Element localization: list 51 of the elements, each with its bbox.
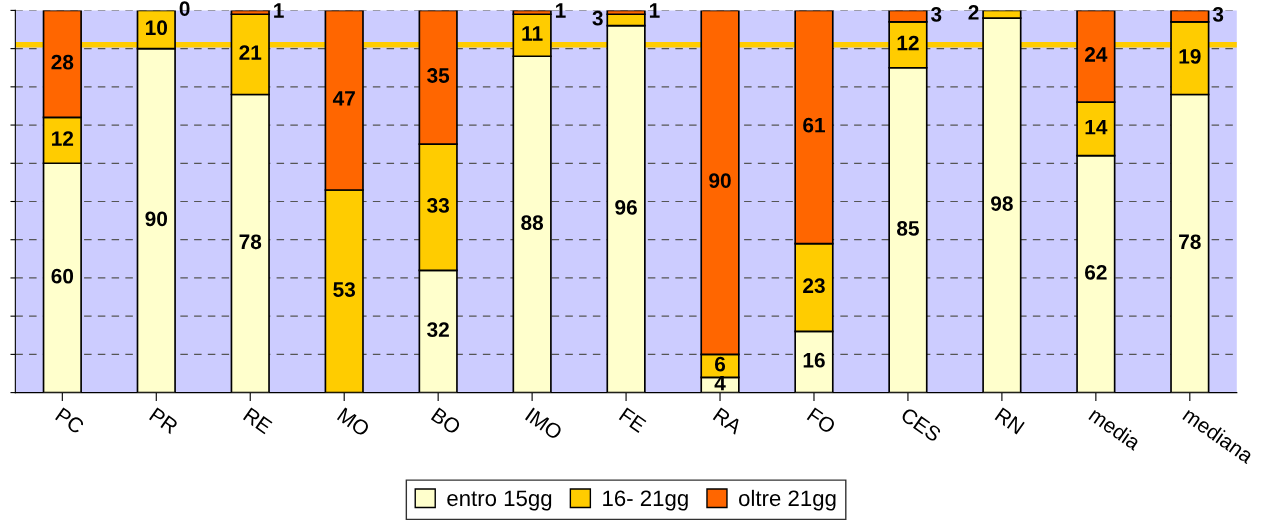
text: 90 xyxy=(145,211,168,227)
text: 3 xyxy=(930,6,942,22)
text: 1 xyxy=(649,3,660,18)
text: 88 xyxy=(521,215,544,231)
text: 3 xyxy=(1212,6,1224,22)
x-tick-label: RN xyxy=(994,407,1025,435)
text: 1 xyxy=(555,3,566,18)
x-tick-label: PC xyxy=(54,407,86,435)
text: 19 xyxy=(1179,49,1201,64)
text: 24 xyxy=(1084,47,1108,62)
text: 53 xyxy=(333,282,356,297)
text: 96 xyxy=(615,199,637,215)
text: 47 xyxy=(332,91,355,106)
text: 35 xyxy=(427,68,450,83)
text: 2 xyxy=(968,5,979,20)
text: 21 xyxy=(239,45,262,60)
text: 14 xyxy=(1085,119,1108,135)
text: 85 xyxy=(897,221,919,236)
text: 11 xyxy=(522,26,543,41)
text: 16 xyxy=(803,352,825,368)
text: 23 xyxy=(803,278,825,294)
x-tick-label: RE xyxy=(242,407,273,435)
text: 60 xyxy=(51,268,74,284)
text: 98 xyxy=(991,196,1013,211)
legend-label: 16- 21gg xyxy=(603,490,688,511)
text: 32 xyxy=(427,322,449,338)
text: 28 xyxy=(51,54,74,70)
legend-label: oltre 21gg xyxy=(739,489,836,511)
x-tick-label: IMO xyxy=(524,407,564,441)
x-tick-label: FE xyxy=(618,407,647,433)
text: 12 xyxy=(897,35,919,51)
x-tick-label: MO xyxy=(336,407,371,438)
text: 0 xyxy=(179,1,190,16)
text: 4 xyxy=(714,376,726,391)
x-tick-label: BO xyxy=(430,407,462,436)
x-tick-label: FO xyxy=(806,407,837,435)
x-tick-label: PR xyxy=(149,407,179,435)
text: 6 xyxy=(715,356,726,372)
text: 12 xyxy=(52,131,74,146)
text: 33 xyxy=(427,198,449,213)
x-tick-label: CES xyxy=(900,406,942,443)
text: 78 xyxy=(239,234,262,250)
text: 3 xyxy=(592,10,603,26)
text: 78 xyxy=(1179,234,1201,250)
text: 1 xyxy=(274,3,284,18)
x-tick-label: RA xyxy=(712,407,744,435)
text: 61 xyxy=(803,117,825,133)
legend-label: entro 15gg xyxy=(447,490,552,511)
text: 90 xyxy=(709,173,731,188)
text: 62 xyxy=(1085,264,1107,280)
text: 10 xyxy=(146,20,168,36)
